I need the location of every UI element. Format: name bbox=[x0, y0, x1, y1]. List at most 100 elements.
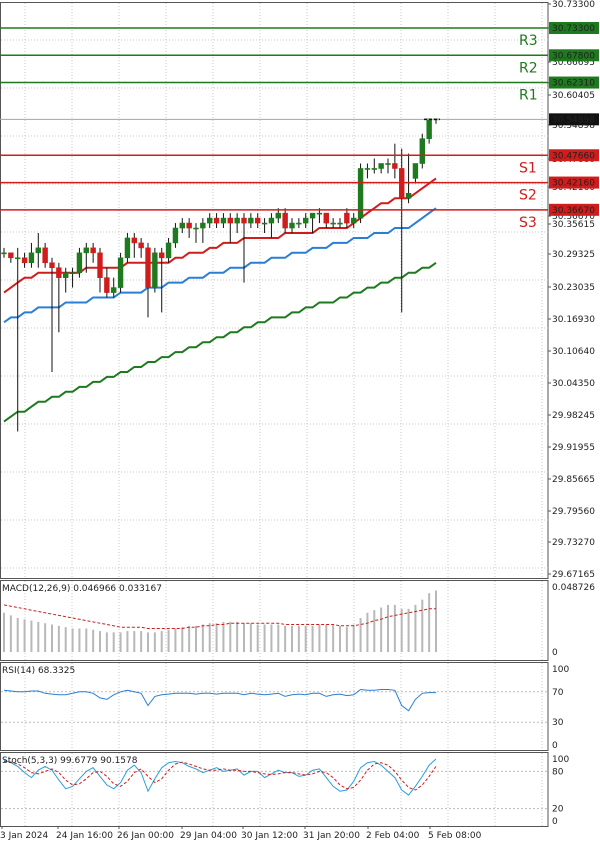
candle-body bbox=[261, 222, 268, 225]
macd-label: MACD(12,26,9) 0.046966 0.033167 bbox=[2, 584, 162, 594]
candle-body bbox=[227, 217, 233, 224]
candle-body bbox=[344, 212, 350, 224]
price-axis-tick-label: 30.35615 bbox=[552, 220, 595, 230]
macd-axis-label-max: 0.048726 bbox=[552, 583, 595, 593]
candle-body bbox=[152, 252, 158, 288]
current-price-badge bbox=[549, 113, 599, 126]
candle-body bbox=[186, 222, 192, 229]
candle-body bbox=[172, 227, 179, 244]
stoch-axis-label: 0 bbox=[552, 817, 558, 827]
moving-average-line-2 bbox=[3, 207, 437, 324]
candle-body bbox=[268, 217, 275, 224]
price-axis-tick-label: 30.66695 bbox=[552, 58, 595, 68]
stoch-axis-label: 100 bbox=[552, 755, 569, 765]
stoch-label: Stoch(5,3,3) 99.6779 90.1578 bbox=[2, 756, 138, 766]
candle-body bbox=[83, 247, 89, 254]
candle-body bbox=[234, 217, 240, 224]
macd-panel-frame bbox=[0, 580, 549, 661]
candle-body bbox=[220, 217, 227, 224]
candle-body bbox=[364, 168, 371, 170]
candle-body bbox=[145, 247, 151, 288]
pivot-level-badge-s1 bbox=[549, 149, 599, 162]
candle-body bbox=[90, 247, 96, 254]
pivot-level-name-s3: S3 bbox=[519, 215, 537, 231]
stoch-axis-label: 80 bbox=[552, 767, 564, 777]
time-axis-label: 3 Jan 2024 bbox=[0, 831, 48, 841]
time-axis-label: 24 Jan 16:00 bbox=[56, 831, 113, 841]
candle-body bbox=[282, 212, 288, 229]
candle-body bbox=[357, 168, 364, 219]
candle-body bbox=[241, 217, 247, 224]
rsi-label: RSI(14) 68.3325 bbox=[2, 666, 75, 676]
candle-body bbox=[28, 252, 35, 264]
candle-body bbox=[1, 252, 7, 255]
candle-body bbox=[131, 237, 137, 244]
price-axis-tick-label: 29.79560 bbox=[552, 507, 595, 517]
candle-body bbox=[330, 222, 336, 225]
candle-body bbox=[97, 252, 103, 278]
stoch-axis-label: 20 bbox=[552, 805, 564, 815]
pivot-level-name-r2: R2 bbox=[519, 60, 538, 76]
candle-body bbox=[69, 272, 76, 275]
candle-body bbox=[193, 227, 199, 230]
pivot-level-value-s1: 30.47660 bbox=[552, 151, 595, 161]
price-axis-tick-label: 30.23035 bbox=[552, 283, 595, 293]
candle-body bbox=[124, 237, 131, 259]
price-axis-tick-label: 29.73270 bbox=[552, 538, 595, 548]
price-axis-tick-label: 30.73300 bbox=[552, 0, 595, 10]
candle-body bbox=[426, 118, 432, 139]
candle-body bbox=[419, 138, 425, 164]
candle-body bbox=[412, 163, 419, 179]
candle-body bbox=[323, 212, 329, 224]
pivot-level-name-r3: R3 bbox=[519, 33, 538, 49]
rsi-axis-label: 0 bbox=[552, 741, 558, 751]
time-axis-label: 2 Feb 04:00 bbox=[366, 831, 420, 841]
candle-body bbox=[392, 163, 398, 169]
candle-body bbox=[275, 212, 281, 219]
pivot-level-name-s1: S1 bbox=[519, 160, 537, 176]
candle-body bbox=[21, 257, 28, 264]
price-axis-tick-label: 29.85665 bbox=[552, 475, 595, 485]
candle-body bbox=[35, 247, 41, 254]
rsi-line bbox=[3, 688, 436, 712]
time-axis-label: 31 Jan 20:00 bbox=[303, 831, 360, 841]
candle-body bbox=[296, 222, 302, 225]
pivot-level-badge-s3 bbox=[549, 203, 599, 216]
price-axis-tick-label: 30.04350 bbox=[552, 379, 595, 389]
candle-body bbox=[213, 217, 220, 224]
pivot-level-name-s2: S2 bbox=[519, 188, 537, 204]
candle-body bbox=[303, 217, 309, 224]
pivot-level-badge-s2 bbox=[549, 176, 599, 189]
current-price-value: 30.54898 bbox=[552, 115, 595, 125]
price-axis-tick-label: 30.60405 bbox=[552, 91, 595, 101]
candle-body bbox=[76, 252, 83, 274]
candle-body bbox=[255, 217, 261, 224]
pivot-level-name-r1: R1 bbox=[519, 88, 538, 104]
candle-body bbox=[405, 192, 412, 199]
candle-body bbox=[56, 267, 62, 278]
candle-body bbox=[159, 252, 165, 259]
price-axis-tick-label: 30.29325 bbox=[552, 250, 595, 260]
macd-signal-line bbox=[3, 604, 436, 629]
price-axis-tick-label: 29.98245 bbox=[552, 411, 595, 421]
rsi-axis-label: 100 bbox=[552, 665, 569, 675]
price-axis-tick-label: 30.36670 bbox=[552, 212, 595, 222]
pivot-level-badge-r1 bbox=[549, 76, 599, 89]
candle-body bbox=[63, 272, 69, 278]
moving-average-line-3 bbox=[3, 261, 437, 423]
candle-body bbox=[138, 242, 144, 249]
candle-body bbox=[165, 242, 172, 259]
candle-body bbox=[200, 222, 206, 229]
macd-axis-label-zero: 0 bbox=[552, 648, 558, 658]
price-axis-tick-label: 29.67165 bbox=[552, 570, 595, 580]
price-axis-tick-label: 30.54898 bbox=[552, 121, 595, 131]
candle-body bbox=[8, 252, 14, 259]
candle-body bbox=[399, 168, 405, 199]
candle-body bbox=[117, 257, 124, 288]
candle-body bbox=[385, 163, 391, 165]
candle-body bbox=[179, 222, 185, 229]
rsi-axis-label: 70 bbox=[552, 688, 564, 698]
candle-body bbox=[49, 262, 55, 269]
time-axis-label: 5 Feb 08:00 bbox=[428, 831, 482, 841]
